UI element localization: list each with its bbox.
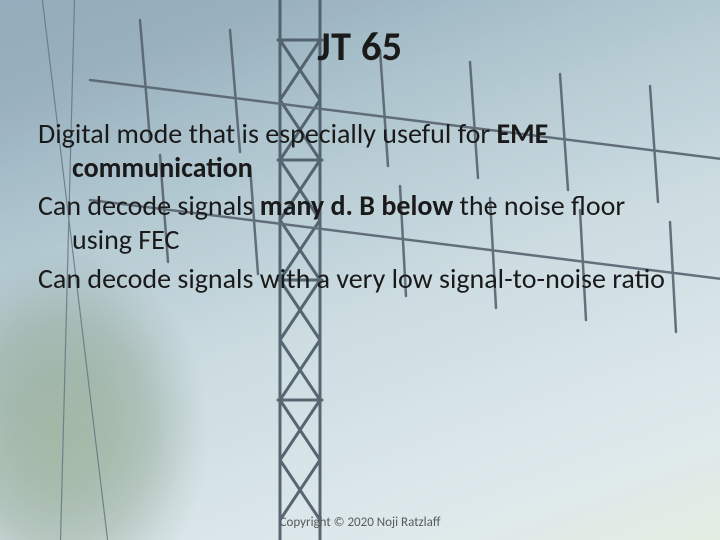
p1-pre: Digital mode that is especially useful f… bbox=[38, 116, 496, 151]
paragraph-2: Can decode signals many d. B below the n… bbox=[70, 189, 684, 257]
paragraph-3: Can decode signals with a very low signa… bbox=[70, 262, 684, 296]
p2-bold: many d. B below bbox=[260, 188, 453, 223]
paragraph-1: Digital mode that is especially useful f… bbox=[70, 117, 684, 185]
slide-title: JT 65 bbox=[36, 22, 684, 71]
slide-content: JT 65 Digital mode that is especially us… bbox=[0, 0, 720, 540]
p2-pre: Can decode signals bbox=[38, 188, 260, 223]
p3-pre: Can decode signals with a very low signa… bbox=[38, 261, 665, 296]
